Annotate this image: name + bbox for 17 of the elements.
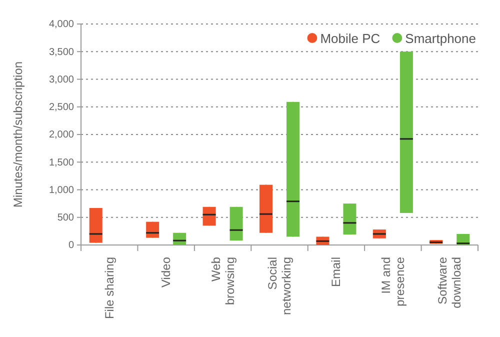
y-tick-label: 1,000 [48, 184, 74, 196]
y-tick-label: 2,500 [48, 102, 74, 114]
legend-label: Smartphone [405, 31, 476, 46]
y-tick-label: 1,500 [48, 157, 74, 168]
y-tick-label: 0 [68, 240, 74, 252]
y-tick-label: 3,000 [48, 74, 74, 86]
y-tick-label: 2,000 [48, 130, 74, 141]
x-tick-label: File sharing [102, 257, 116, 320]
y-tick-label: 3,500 [48, 46, 74, 58]
x-tick-label: IM and presence [378, 256, 407, 306]
x-tick-label: Web browsing [208, 256, 237, 306]
x-tick-label: Email [329, 257, 344, 288]
y-tick-label: 500 [57, 212, 74, 224]
y-tick-label: 4,000 [48, 19, 74, 30]
y-axis-title: Minutes/month/subscription [11, 61, 25, 208]
legend-label: Mobile PC [320, 31, 380, 46]
x-tick-label: Video [159, 256, 174, 288]
